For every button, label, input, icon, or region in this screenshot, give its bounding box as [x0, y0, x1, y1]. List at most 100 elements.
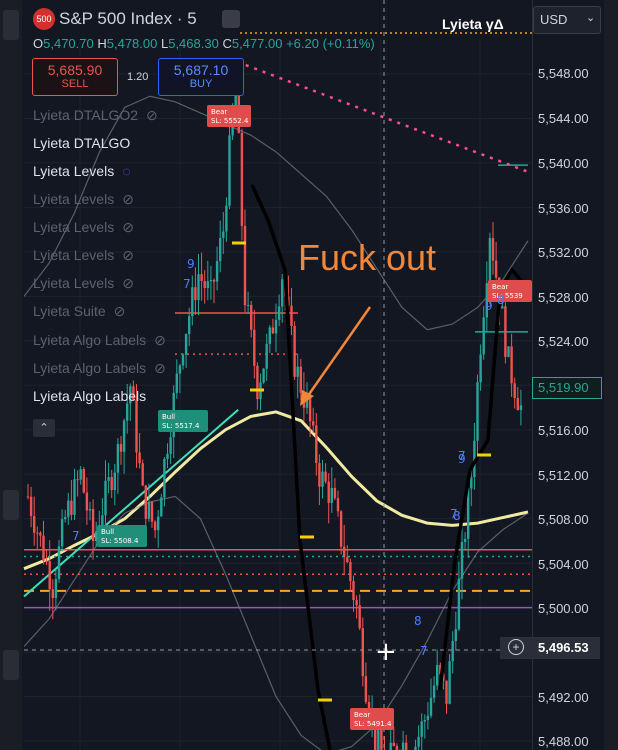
candle-body — [76, 479, 79, 481]
eye-off-icon[interactable]: ⊘ — [113, 303, 126, 319]
price-label: 5,532.00 — [538, 245, 589, 260]
candle-body — [457, 578, 461, 630]
candle-body — [48, 561, 51, 590]
candle-body — [380, 730, 383, 750]
indicator-levels-1[interactable]: Lyieta Levels ◌ — [33, 163, 131, 179]
add-alert-icon[interactable]: + — [508, 639, 524, 655]
candle-body — [439, 664, 442, 675]
eye-off-icon[interactable]: ⊘ — [122, 275, 134, 291]
collapse-legend-button[interactable]: ⌃ — [33, 419, 55, 437]
price-label: 5,508.00 — [538, 512, 589, 527]
signal-side: Bull — [162, 413, 175, 421]
candle-body — [64, 517, 67, 520]
interval: 5 — [187, 9, 197, 28]
candle-body — [339, 511, 343, 547]
indicator-suite[interactable]: Lyieta Suite ⊘ — [33, 303, 125, 320]
candle-body — [51, 589, 54, 599]
candle-body — [513, 383, 516, 398]
candle-body — [206, 281, 209, 289]
indicator-levels-5[interactable]: Lyieta Levels ⊘ — [33, 275, 134, 292]
candle-body — [126, 403, 129, 421]
signal-text: SL: 5539 — [492, 292, 523, 300]
candle-body — [191, 287, 194, 317]
candle-body — [160, 497, 163, 517]
toolbar-tool-2[interactable] — [3, 490, 19, 520]
indicator-levels-3[interactable]: Lyieta Levels ⊘ — [33, 219, 134, 236]
indicator-dtalgo[interactable]: Lyieta DTALGO — [33, 135, 130, 151]
buy-label: BUY — [189, 78, 213, 90]
change-value: +6.20 (+0.11%) — [286, 36, 375, 51]
candle-body — [281, 279, 284, 307]
candle-body — [355, 600, 358, 606]
candle-body — [274, 319, 278, 334]
crosshair-price-tag: + 5,496.53 — [500, 637, 600, 659]
eye-off-icon[interactable]: ⊘ — [154, 332, 166, 348]
price-label: 5,488.00 — [538, 734, 589, 749]
indicator-levels-2[interactable]: Lyieta Levels ⊘ — [33, 191, 134, 208]
candle-body — [82, 469, 85, 493]
wave-count-label: 8 — [453, 509, 461, 523]
indicator-dtalgo2[interactable]: Lyieta DTALGO2 ⊘ — [33, 107, 158, 124]
indicator-algo-labels-3[interactable]: Lyieta Algo Labels — [33, 388, 146, 404]
high-label: H — [97, 36, 107, 51]
candle-body — [135, 399, 138, 453]
toolbar-tool-1[interactable] — [3, 10, 19, 40]
toolbar-tool-3[interactable] — [3, 650, 19, 680]
symbol-title[interactable]: S&P 500 Index · 5 — [59, 9, 197, 29]
wave-count-label: 9 — [187, 257, 195, 271]
sell-button[interactable]: 5,685.90 SELL — [32, 58, 118, 96]
sell-label: SELL — [61, 78, 89, 90]
candle-body — [358, 605, 361, 629]
collapse-button[interactable] — [222, 10, 240, 28]
candle-body — [324, 471, 327, 482]
wave-count-label: 7 — [458, 449, 466, 463]
candle-body — [271, 327, 275, 334]
signal-badge — [97, 525, 147, 547]
low-value: 5,468.30 — [168, 36, 219, 51]
candle-body — [88, 509, 92, 511]
candle-body — [494, 260, 498, 278]
candle-body — [519, 405, 523, 410]
trend-line — [23, 408, 239, 598]
eye-off-icon[interactable]: ⊘ — [154, 360, 166, 376]
current-price-tag: 5,519.90 — [532, 377, 602, 399]
indicator-levels-4[interactable]: Lyieta Levels ⊘ — [33, 247, 134, 264]
candle-body — [240, 132, 244, 226]
eye-off-icon[interactable]: ⊘ — [122, 191, 134, 207]
price-label: 5,512.00 — [538, 468, 589, 483]
candle-body — [364, 676, 368, 702]
candle-body — [70, 500, 73, 515]
wave-count-label: 7 — [450, 507, 458, 521]
currency-select[interactable]: USD ⌄ — [533, 6, 601, 34]
indicator-algo-labels-2[interactable]: Lyieta Algo Labels ⊘ — [33, 360, 166, 377]
eye-off-icon[interactable]: ⊘ — [122, 247, 134, 263]
candle-body — [215, 261, 219, 282]
indicator-algo-labels-1[interactable]: Lyieta Algo Labels ⊘ — [33, 332, 166, 349]
close-label: C — [222, 36, 232, 51]
price-label: 5,492.00 — [538, 690, 589, 705]
indicator-label: Lyieta Levels — [33, 191, 115, 207]
open-label: O — [33, 36, 44, 51]
candle-body — [26, 496, 30, 498]
series-upper-band — [23, 95, 529, 331]
candle-body — [237, 73, 240, 133]
eye-off-icon[interactable]: ⊘ — [122, 219, 134, 235]
indicator-label: Lyieta DTALGO2 — [33, 107, 139, 123]
eye-off-icon[interactable]: ⊘ — [146, 107, 158, 123]
candle-body — [138, 452, 141, 464]
candle-body — [101, 515, 104, 528]
buy-button[interactable]: 5,687.10 BUY — [158, 58, 244, 96]
candle-body — [169, 437, 172, 454]
price-axis[interactable] — [532, 0, 605, 750]
candle-body — [336, 498, 340, 512]
indicator-label: Lyieta Suite — [33, 303, 106, 319]
candle-body — [197, 274, 200, 301]
candle-body — [209, 279, 213, 282]
candle-body — [181, 354, 185, 366]
price-label: 5,544.00 — [538, 111, 589, 126]
wave-count-label: 7 — [72, 529, 80, 543]
signal-side: Bear — [211, 108, 227, 116]
signal-badge — [158, 410, 208, 432]
signal-badge — [350, 708, 394, 730]
